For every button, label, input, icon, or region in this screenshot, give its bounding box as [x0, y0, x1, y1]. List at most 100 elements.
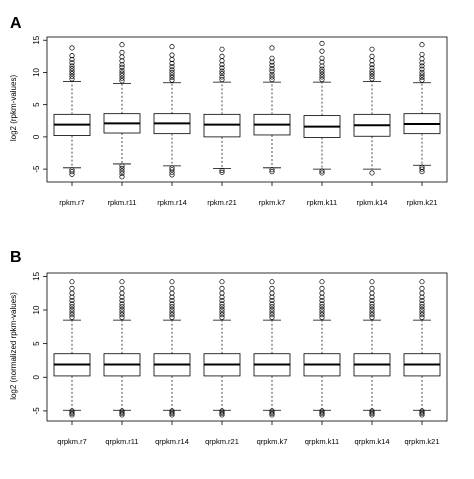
y-tick-label: 5: [32, 341, 41, 346]
outlier-point: [269, 62, 275, 68]
outlier-point: [169, 44, 175, 50]
outlier-point: [219, 306, 225, 312]
outlier-point: [69, 294, 75, 300]
outlier-point: [119, 285, 125, 292]
outlier-point: [269, 45, 275, 51]
outlier-point: [119, 411, 125, 417]
outlier-point: [69, 309, 75, 315]
outlier-point: [319, 412, 325, 418]
outlier-point: [319, 285, 325, 292]
x-tick-label: rpkm.k21: [407, 198, 438, 207]
outlier-point: [319, 69, 325, 75]
outlier-point: [119, 409, 125, 415]
outlier-point: [119, 75, 125, 81]
outlier-point: [69, 412, 75, 418]
outlier-point: [219, 279, 225, 285]
outlier-point: [319, 59, 325, 65]
panel-label: A: [10, 15, 22, 32]
outlier-point: [169, 304, 175, 310]
outlier-point: [169, 298, 175, 304]
outlier-point: [69, 57, 75, 63]
outlier-point: [69, 298, 75, 304]
outlier-point: [119, 73, 125, 79]
outlier-point: [219, 62, 225, 68]
outlier-point: [269, 314, 275, 320]
outlier-point: [69, 45, 75, 51]
outlier-point: [269, 301, 275, 307]
outlier-point: [369, 312, 375, 318]
outlier-point: [369, 170, 375, 176]
outlier-point: [69, 171, 75, 177]
outlier-point: [69, 66, 75, 72]
outlier-point: [219, 294, 225, 300]
outlier-point: [369, 71, 375, 77]
outlier-point: [119, 408, 125, 414]
outlier-point: [119, 62, 125, 68]
outlier-point: [219, 301, 225, 307]
plot-marks: -5 0 5 10 15 rpkm.r7 rpkm.r11 rpkm.r14 rpkm.r21 r…: [32, 35, 441, 207]
outlier-point: [219, 312, 225, 318]
outlier-point: [219, 68, 225, 74]
outlier-point: [369, 408, 375, 414]
outlier-point: [219, 65, 225, 71]
outlier-point: [69, 68, 75, 74]
y-tick-label: 0: [32, 374, 41, 379]
outlier-point: [269, 76, 275, 83]
y-axis-label: log2 (rpkm-values): [9, 75, 18, 142]
x-tick-label: rpkm.r14: [157, 198, 187, 207]
outlier-point: [169, 169, 175, 175]
outlier-point: [269, 68, 275, 74]
x-tick-label: rpkm.r7: [59, 198, 84, 207]
outlier-point: [219, 411, 225, 417]
outlier-point: [169, 167, 175, 173]
outlier-point: [219, 408, 225, 414]
outlier-point: [69, 279, 75, 285]
outlier-point: [169, 314, 175, 320]
outlier-point: [419, 314, 425, 320]
outlier-point: [319, 63, 325, 69]
outlier-point: [369, 76, 375, 82]
outlier-point: [119, 314, 125, 320]
outlier-point: [119, 42, 125, 48]
outlier-point: [319, 40, 325, 46]
outlier-point: [219, 169, 225, 175]
outlier-point: [319, 294, 325, 300]
outlier-point: [369, 46, 375, 52]
outlier-point: [269, 306, 275, 312]
outlier-point: [269, 298, 275, 304]
outlier-point: [69, 73, 75, 79]
outlier-point: [69, 63, 75, 69]
outlier-point: [169, 409, 175, 415]
outlier-point: [119, 165, 125, 172]
outlier-point: [219, 71, 225, 77]
outlier-point: [319, 309, 325, 315]
y-tick-label: 10: [32, 305, 41, 314]
panel-b: B log2 (normalized rpkm-values) -5 0 5 10 15…: [9, 249, 448, 446]
outlier-point: [269, 55, 275, 61]
outlier-point: [119, 412, 125, 418]
outlier-point: [319, 304, 325, 310]
outlier-point: [269, 59, 275, 65]
outlier-point: [219, 46, 225, 52]
outlier-point: [369, 412, 375, 418]
outlier-point: [119, 64, 125, 70]
outlier-point: [419, 42, 425, 48]
outlier-point: [119, 298, 125, 304]
outlier-point: [269, 169, 275, 175]
outlier-point: [319, 409, 325, 415]
outlier-point: [169, 52, 175, 58]
x-tick-label: qrpkm.k7: [257, 437, 288, 446]
outlier-point: [169, 412, 175, 418]
outlier-point: [169, 408, 175, 414]
outlier-point: [269, 304, 275, 310]
x-tick-label: rpkm.r21: [207, 198, 237, 207]
outlier-point: [269, 409, 275, 415]
outlier-point: [419, 312, 425, 318]
outlier-point: [169, 306, 175, 312]
outlier-point: [419, 77, 425, 83]
outlier-point: [69, 304, 75, 310]
outlier-point: [119, 67, 125, 74]
outlier-point: [419, 301, 425, 307]
outlier-point: [269, 312, 275, 318]
